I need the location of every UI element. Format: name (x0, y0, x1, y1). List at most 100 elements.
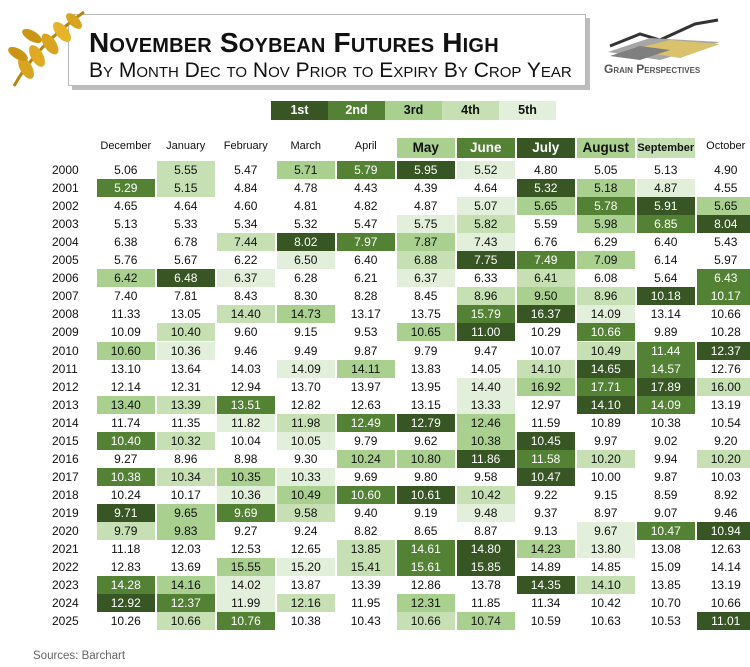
table-cell: 10.54 (710, 415, 741, 430)
table-cell: 6.22 (234, 253, 258, 268)
table-cell: 5.52 (457, 161, 515, 179)
table-cell: 8.87 (474, 524, 498, 538)
table-cell: 14.09 (577, 305, 635, 324)
table-cell: 10.18 (637, 287, 695, 306)
table-cell: 15.79 (457, 305, 515, 324)
table-cell: 6.38 (114, 235, 138, 250)
table-cell: 12.46 (457, 413, 515, 432)
table-cell: 9.53 (354, 325, 378, 340)
table-cell: 11.86 (457, 449, 515, 468)
table-cell: 15.55 (217, 558, 275, 577)
table-cell: 10.42 (590, 596, 621, 611)
table-cell: 8.59 (654, 487, 678, 502)
table-cell: 9.15 (294, 325, 318, 340)
table-cell: 10.33 (277, 467, 335, 486)
year-label: 2021 (52, 542, 79, 557)
table-cell: 8.96 (457, 287, 515, 306)
table-cell: 12.76 (710, 361, 741, 376)
table-cell: 10.24 (337, 449, 395, 468)
table-cell: 10.65 (397, 323, 455, 342)
table-cell: 9.19 (414, 505, 438, 520)
year-label: 2025 (52, 614, 79, 629)
table-cell: 6.37 (397, 269, 455, 288)
table-cell: 9.87 (354, 343, 378, 358)
table-cell: 5.32 (517, 179, 575, 198)
table-cell: 8.96 (577, 287, 635, 306)
table-cell: 6.21 (354, 271, 378, 286)
table-cell: 9.87 (654, 469, 678, 484)
table-cell: 8.45 (414, 289, 438, 304)
table-cell: 13.08 (650, 542, 681, 557)
table-cell: 9.79 (97, 522, 155, 540)
year-label: 2003 (52, 217, 79, 232)
table-cell: 9.97 (594, 433, 618, 448)
table-cell: 10.17 (170, 487, 201, 502)
year-label: 2015 (52, 433, 79, 448)
table-cell: 12.92 (97, 594, 155, 613)
table-cell: 13.40 (97, 395, 155, 414)
table-cell: 5.43 (714, 235, 738, 250)
table-cell: 5.79 (337, 161, 395, 179)
table-cell: 10.35 (217, 467, 275, 486)
table-cell: 15.61 (397, 558, 455, 577)
table-cell: 5.65 (697, 197, 750, 216)
table-cell: 14.35 (517, 576, 575, 595)
table-cell: 13.75 (410, 307, 441, 322)
table-cell: 13.70 (290, 379, 321, 394)
table-cell: 5.32 (294, 217, 318, 232)
table-cell: 13.51 (217, 395, 275, 414)
table-cell: 6.08 (594, 271, 618, 286)
table-cell: 5.65 (517, 197, 575, 216)
table-cell: 11.98 (277, 413, 335, 432)
table-cell: 9.47 (474, 343, 498, 358)
table-cell: 10.17 (697, 287, 750, 306)
table-cell: 4.82 (354, 199, 378, 214)
table-cell: 10.00 (590, 469, 621, 484)
table-cell: 12.53 (230, 542, 261, 557)
table-cell: 12.97 (530, 397, 561, 412)
table-cell: 6.43 (697, 269, 750, 288)
table-cell: 11.44 (637, 341, 695, 360)
table-cell: 6.33 (474, 271, 498, 286)
table-cell: 15.85 (457, 558, 515, 577)
table-cell: 5.67 (174, 253, 198, 268)
table-cell: 14.02 (217, 576, 275, 595)
table-cell: 14.14 (710, 560, 741, 575)
table-cell: 7.97 (337, 233, 395, 252)
year-label: 2017 (52, 469, 79, 484)
table-cell: 13.85 (650, 578, 681, 593)
table-cell: 10.66 (157, 612, 215, 631)
table-cell: 10.47 (637, 522, 695, 540)
table-cell: 6.78 (174, 235, 198, 250)
table-cell: 6.88 (397, 251, 455, 270)
table-cell: 9.40 (354, 505, 378, 520)
table-cell: 14.28 (97, 576, 155, 595)
table-cell: 13.85 (337, 540, 395, 559)
table-cell: 10.07 (530, 343, 561, 358)
table-cell: 6.76 (534, 235, 558, 250)
chart-title: November Soybean Futures High (89, 27, 499, 58)
table-cell: 10.45 (517, 431, 575, 450)
table-cell: 12.49 (337, 413, 395, 432)
table-cell: 11.00 (457, 323, 515, 342)
table-cell: 10.36 (217, 485, 275, 504)
table-cell: 5.78 (577, 197, 635, 216)
table-cell: 12.94 (230, 379, 261, 394)
table-cell: 11.35 (171, 415, 201, 430)
legend-rank-2: 2nd (328, 101, 385, 120)
table-cell: 14.57 (637, 359, 695, 378)
year-label: 2008 (52, 307, 79, 322)
table-cell: 6.41 (517, 269, 575, 288)
table-cell: 5.13 (114, 217, 138, 232)
table-cell: 16.37 (517, 305, 575, 324)
table-cell: 10.47 (517, 467, 575, 486)
table-cell: 14.10 (577, 395, 635, 414)
table-cell: 14.85 (590, 560, 621, 575)
table-cell: 5.64 (654, 271, 678, 286)
table-cell: 12.83 (110, 560, 141, 575)
table-cell: 9.20 (714, 433, 738, 448)
table-cell: 9.22 (534, 487, 558, 502)
column-header-december: December (100, 140, 152, 152)
table-cell: 5.71 (277, 161, 335, 179)
table-cell: 12.63 (350, 397, 381, 412)
